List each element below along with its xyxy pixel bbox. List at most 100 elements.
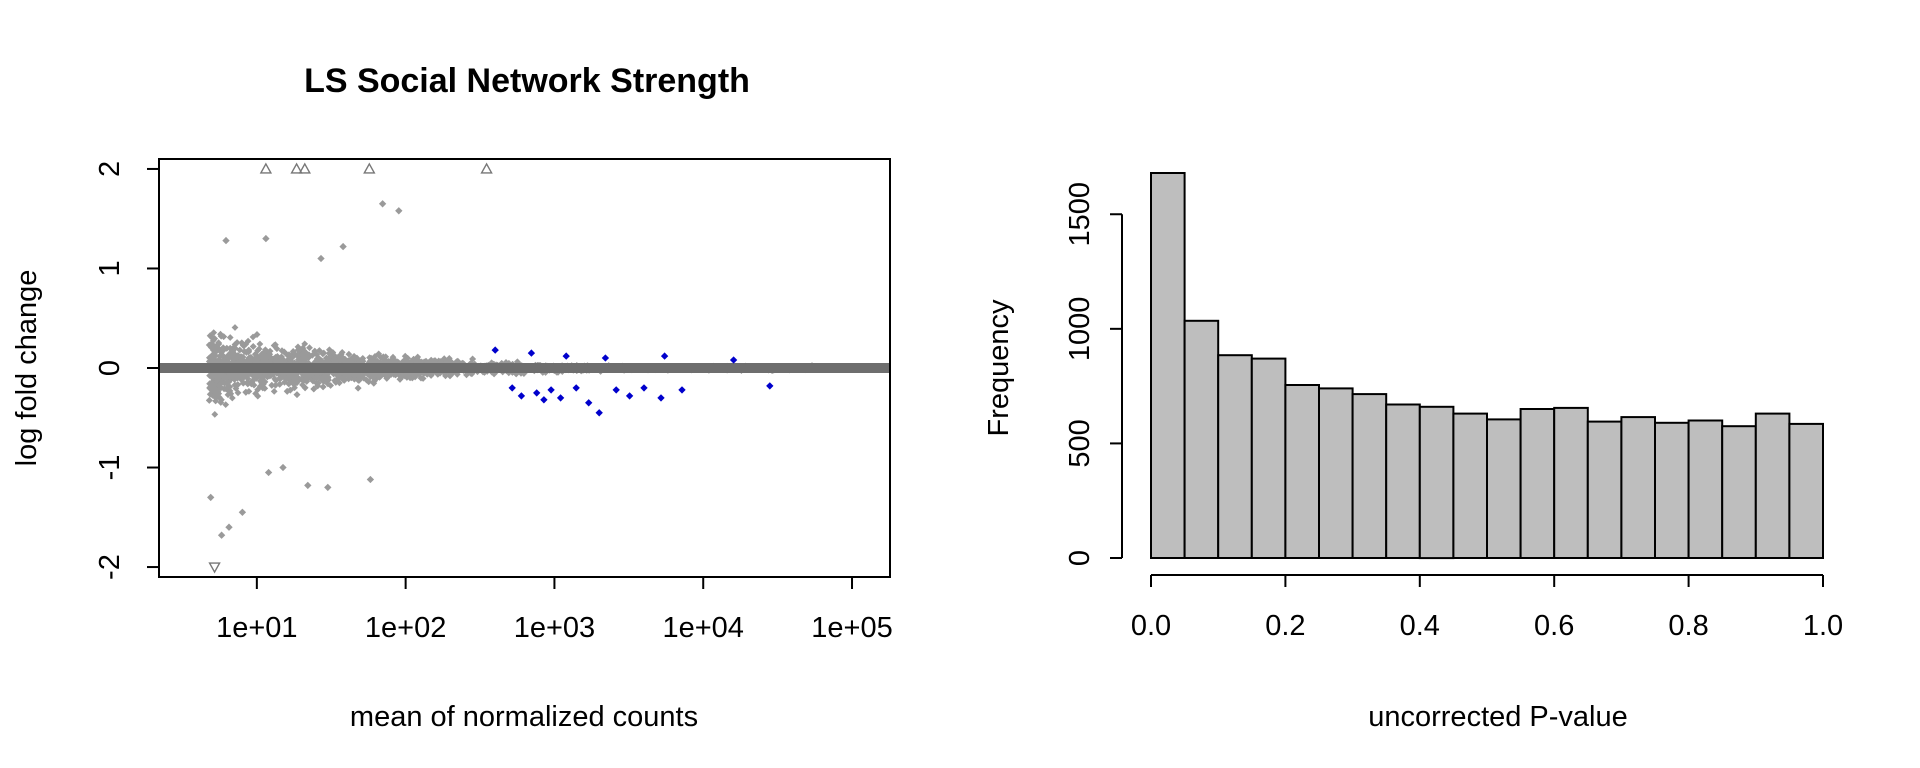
ma-point <box>337 351 345 358</box>
ma-point <box>265 352 273 360</box>
ma-point <box>396 375 404 383</box>
hist-x-tick-label: 0.4 <box>1400 610 1440 642</box>
ma-point <box>304 374 312 381</box>
histogram-bar <box>1318 387 1354 559</box>
ma-point <box>259 384 267 392</box>
ma-point <box>332 378 340 386</box>
ma-point <box>231 341 239 348</box>
ma-point <box>222 401 230 408</box>
ma-significant-point <box>517 392 526 400</box>
ma-outlier-point <box>304 481 312 490</box>
ma-point <box>291 375 299 383</box>
ma-clipped-up-marker <box>363 162 376 174</box>
hist-x-tick-label: 0.0 <box>1131 610 1171 642</box>
ma-significant-point <box>491 346 499 354</box>
ma-point <box>209 355 217 362</box>
ma-point <box>226 334 234 341</box>
ma-significant-point <box>572 384 580 392</box>
ma-significant-point <box>660 352 669 360</box>
ma-y-tick-label: 2 <box>94 161 126 177</box>
ma-point <box>272 357 279 365</box>
ma-point <box>225 388 233 395</box>
ma-point <box>208 372 216 379</box>
ma-outlier-point <box>279 463 287 472</box>
histogram-bar <box>1687 419 1724 559</box>
ma-y-tick-label: -1 <box>94 455 126 481</box>
ma-x-tick-label: 1e+05 <box>811 612 892 644</box>
histogram-bar <box>1418 405 1455 560</box>
ma-significant-layer <box>491 346 774 417</box>
ma-significant-point <box>527 349 536 357</box>
histogram-bar <box>1754 412 1791 559</box>
ma-y-axis: -2 -1 0 1 2 <box>94 161 159 580</box>
histogram-bar <box>1284 384 1321 559</box>
ma-point <box>310 385 318 393</box>
ma-outlier-point <box>395 207 403 215</box>
hist-y-tick-label: 1500 <box>1064 182 1096 247</box>
hist-y-tick-label: 1000 <box>1064 297 1096 362</box>
ma-point <box>253 331 261 338</box>
ma-point <box>231 344 239 352</box>
ma-point <box>226 344 234 352</box>
ma-point <box>208 341 216 348</box>
ma-point <box>242 388 250 396</box>
ma-point <box>268 381 276 389</box>
ma-point <box>254 392 262 400</box>
ma-point <box>311 347 319 355</box>
ma-point <box>214 375 222 383</box>
ma-point <box>249 343 257 350</box>
ma-y-tick-label: 0 <box>94 360 126 376</box>
ma-point <box>244 337 252 345</box>
ma-point <box>327 382 334 389</box>
ma-point <box>293 391 301 398</box>
ma-x-tick-label: 1e+03 <box>514 612 595 644</box>
ma-point <box>215 339 222 347</box>
histogram-bar <box>1486 418 1522 559</box>
histogram-bar <box>1620 416 1657 559</box>
ma-point <box>351 375 358 383</box>
ma-significant-point <box>729 356 738 364</box>
ma-point <box>320 378 328 385</box>
ma-point <box>270 388 278 395</box>
ma-point <box>211 335 218 342</box>
ma-significant-point <box>657 394 665 402</box>
ma-point <box>272 353 279 361</box>
ma-point <box>234 374 241 382</box>
ma-point <box>301 384 309 392</box>
ma-point <box>383 374 391 382</box>
ma-point <box>239 342 247 349</box>
ma-outlier-point <box>317 254 325 263</box>
histogram-bar <box>1452 412 1489 559</box>
ma-significant-point <box>585 399 593 407</box>
ma-point <box>239 379 247 387</box>
ma-point <box>256 340 264 348</box>
ma-point <box>257 377 264 385</box>
histogram-bar <box>1553 406 1589 559</box>
ma-x-tick-label: 1e+01 <box>216 612 297 644</box>
ma-outlier-point <box>262 234 270 243</box>
hist-x-tick-label: 1.0 <box>1803 610 1843 642</box>
ma-y-axis-label: log fold change <box>11 270 43 467</box>
hist-x-tick-label: 0.2 <box>1265 610 1305 642</box>
ma-point <box>377 373 384 380</box>
ma-point <box>261 348 269 356</box>
ma-significant-point <box>562 352 570 360</box>
hist-y-axis: 0 500 1000 1500 <box>1064 182 1123 566</box>
histogram-bar <box>1217 354 1253 560</box>
ma-significant-point <box>601 354 610 362</box>
ma-point <box>295 356 302 363</box>
ma-point <box>410 355 417 363</box>
hist-y-axis-label: Frequency <box>983 299 1015 437</box>
ma-point <box>225 383 233 391</box>
ma-outlier-point <box>222 236 230 245</box>
ma-outlier-point <box>366 475 375 484</box>
histogram-bar <box>1519 408 1556 559</box>
histogram-bar <box>1586 420 1623 559</box>
ma-point <box>228 394 236 402</box>
ma-point <box>241 348 248 355</box>
histogram-bar <box>1788 422 1825 559</box>
ma-outlier-point <box>225 523 233 531</box>
ma-point <box>319 350 327 358</box>
ma-outlier-point <box>238 508 247 516</box>
